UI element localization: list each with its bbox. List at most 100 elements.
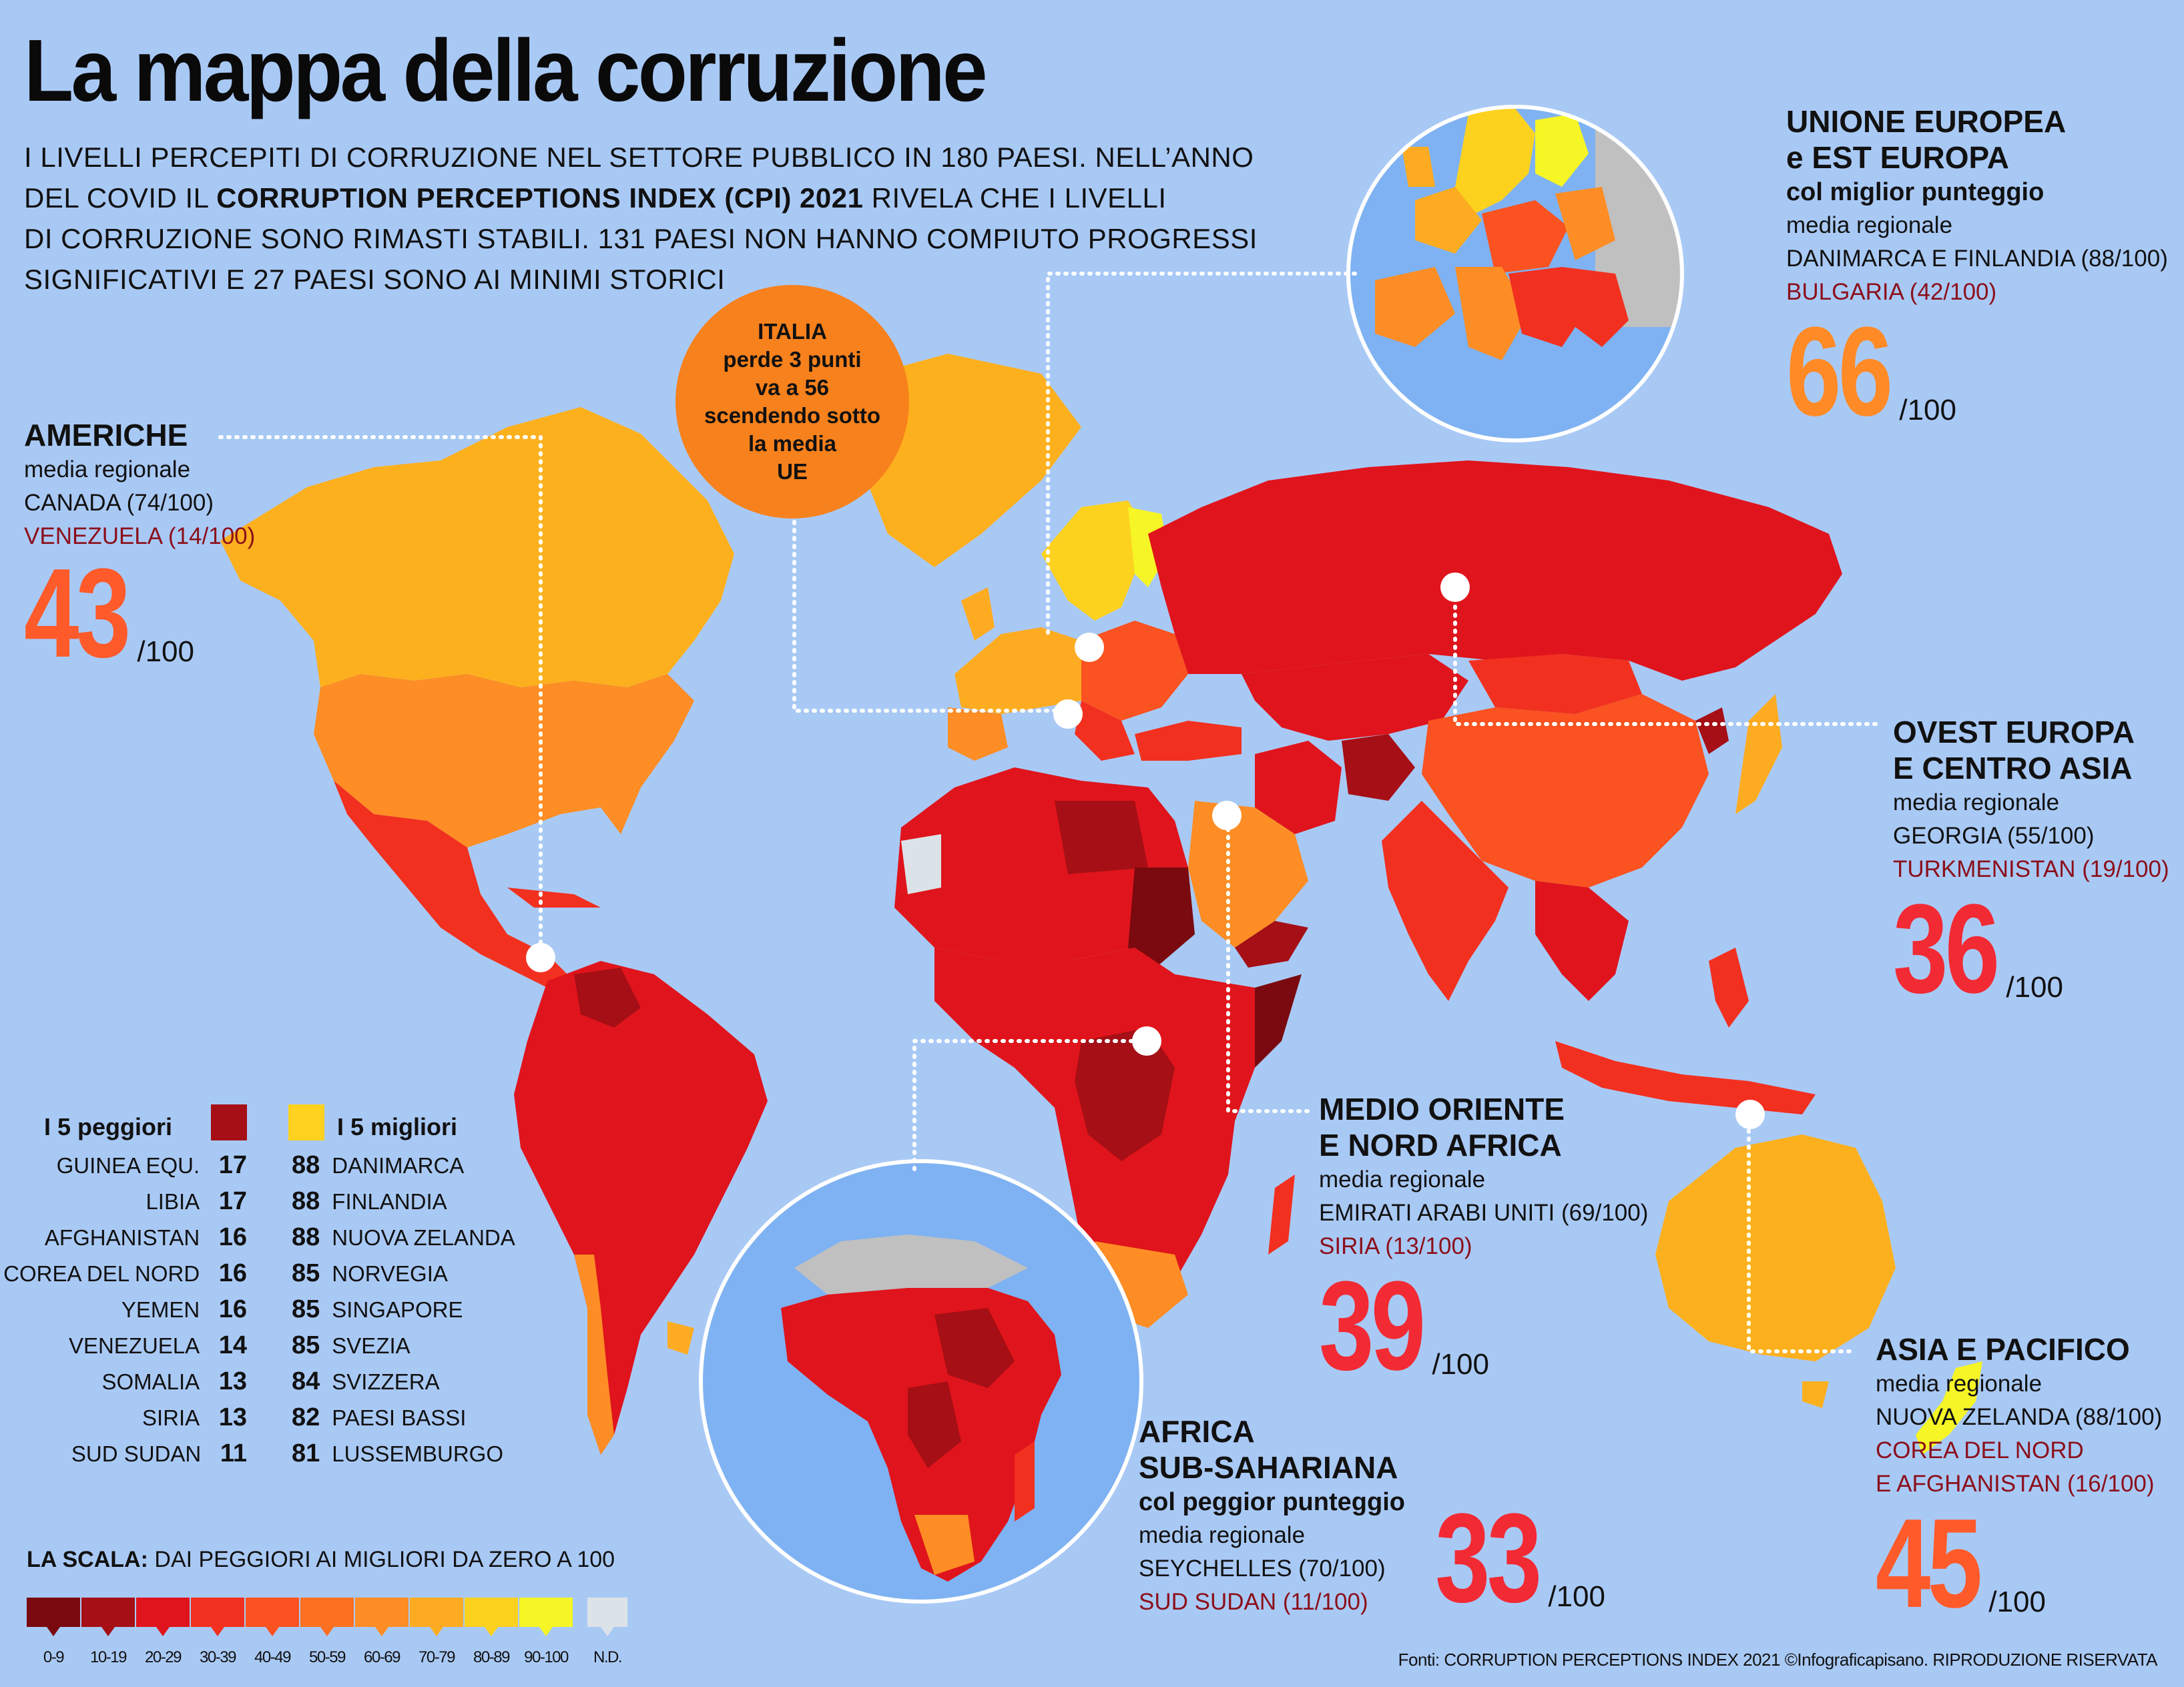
best-swatch [288,1104,324,1140]
region-score-unit: /100 [1899,393,1956,426]
region-avg-label: media regionale [1786,212,1953,238]
region-name: MEDIO ORIENTE [1319,1092,1565,1126]
rank-score: 16 [212,1295,247,1323]
iran [1255,741,1342,834]
greenland [861,354,1081,567]
rank-country: GUINEA EQU. [56,1153,200,1178]
region-avg-label: media regionale [24,456,191,482]
italy-dot [1053,699,1083,729]
best-row: 85 SINGAPORE [292,1296,463,1323]
rank-score: 17 [212,1187,247,1215]
scale-label: 80-89 [473,1648,510,1666]
scale-swatch [587,1598,627,1627]
worst-row: VENEZUELA 14 [69,1332,247,1359]
region-best: DANIMARCA E FINLANDIA (88/100) [1786,246,2168,272]
best-row: 88 NUOVA ZELANDA [292,1224,515,1251]
region-best: CANADA (74/100) [24,490,214,516]
region-score: 33 [1435,1487,1542,1629]
scale-label: 70-79 [419,1648,455,1666]
rank-score: 11 [213,1439,247,1467]
best-row: 88 FINLANDIA [292,1188,447,1215]
africa-dot [1132,1026,1161,1056]
africa-score-wrap: 33 /100 [1435,1487,1605,1629]
rank-country: SUD SUDAN [71,1441,202,1466]
region-score: 43 [24,543,131,684]
scale-pointer [430,1627,443,1636]
region-name: e EST EUROPA [1786,140,2009,175]
rank-country: YEMEN [121,1297,200,1322]
india [1382,801,1509,1001]
mongolia [1468,654,1642,714]
scale-swatch [27,1598,80,1627]
region-worst: SUD SUDAN (11/100) [1139,1589,1368,1615]
rank-country: SIRIA [142,1405,200,1430]
eastern-europe [1081,621,1188,721]
rank-country: NUOVA ZELANDA [332,1225,515,1250]
intro-line-4: significativi e 27 paesi sono ai minimi … [24,264,726,295]
scale-label: 90-100 [524,1648,569,1666]
rank-country: SVEZIA [332,1333,411,1358]
italia-line: UE [777,459,808,484]
scale-pointer [320,1627,334,1636]
region-score-unit: /100 [1548,1580,1605,1613]
worst-row: GUINEA EQU. 17 [57,1152,247,1179]
region-worst: E AFGHANISTAN (16/100) [1876,1471,2155,1497]
region-score-unit: /100 [1988,1585,2046,1618]
worst-row: YEMEN 16 [121,1296,247,1323]
australia [1655,1134,1896,1361]
new-zealand [1916,1361,1982,1455]
region-worst: BULGARIA (42/100) [1786,279,1997,305]
rank-score: 84 [292,1367,320,1395]
scale-pointer [485,1627,498,1636]
mexico-central-america [334,781,574,994]
region-score: 36 [1893,878,2000,1020]
region-best: SEYCHELLES (70/100) [1139,1556,1386,1582]
south-america [514,961,768,1455]
madagascar [1268,1174,1295,1255]
region-ue: UNIONE EUROPEA e EST EUROPA col miglior … [1786,103,2168,442]
scale-label: 40-49 [254,1648,291,1666]
rank-score: 16 [212,1259,247,1287]
rank-country: SOMALIA [101,1369,200,1394]
region-worst: VENEZUELA (14/100) [24,523,256,549]
scale-swatch [81,1598,135,1627]
scale-label: 60-69 [364,1648,400,1666]
rank-country: COREA DEL NORD [3,1261,200,1286]
rank-country: LUSSEMBURGO [332,1441,503,1466]
region-score: 66 [1786,301,1893,442]
japan [1735,694,1782,814]
russia [1148,460,1842,681]
scale-label: 20-29 [145,1648,182,1666]
scale-label: 10-19 [90,1648,127,1666]
indonesia [1555,1041,1816,1114]
scale-label: 0-9 [43,1648,65,1666]
region-americhe: AMERICHE media regionale CANADA (74/100)… [24,417,256,684]
region-worst: TURKMENISTAN (19/100) [1893,856,2169,882]
rank-score: 88 [292,1187,320,1215]
rank-country: NORVEGIA [332,1261,448,1286]
region-africa: AFRICA SUB-SAHARIANA col peggior puntegg… [1139,1413,1405,1619]
italia-line: scendendo sotto [704,403,881,428]
philippines [1709,948,1749,1028]
italia-callout: ITALIA perde 3 punti va a 56 scendendo s… [675,285,909,519]
best-row: 82 PAESI BASSI [292,1404,466,1431]
rank-score: 82 [292,1403,320,1431]
rank-score: 88 [292,1151,320,1179]
middle-east-dot [1212,801,1242,830]
region-name: AFRICA [1139,1414,1255,1449]
scale-pointer [266,1627,279,1636]
region-score-unit: /100 [1432,1347,1489,1381]
scale-pointer [601,1627,614,1636]
turkey [1135,721,1242,761]
rank-country: AFGHANISTAN [44,1225,200,1250]
scale-swatch [410,1598,463,1627]
europe-dot [1075,633,1104,662]
uruguay [667,1321,694,1355]
italia-line: perde 3 punti [723,347,862,372]
region-name: E CENTRO ASIA [1893,751,2133,785]
region-best: NUOVA ZELANDA (88/100) [1876,1404,2163,1430]
region-name: E NORD AFRICA [1319,1128,1562,1162]
region-worst: COREA DEL NORD [1876,1437,2084,1463]
region-score: 45 [1876,1493,1982,1634]
